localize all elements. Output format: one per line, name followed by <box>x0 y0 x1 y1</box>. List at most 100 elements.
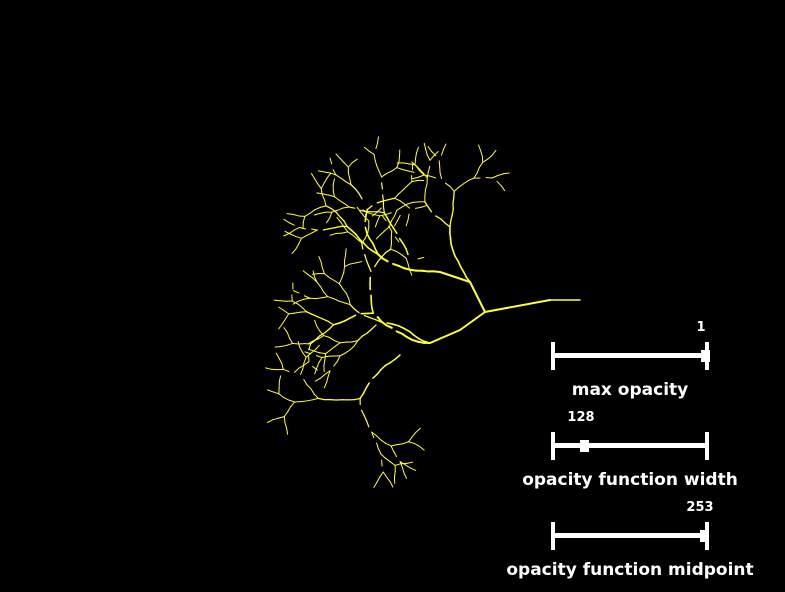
dendrite-segment <box>343 220 348 228</box>
dendrite-segment <box>502 172 510 175</box>
dendrite-segment <box>375 435 382 441</box>
dendrite-segment <box>316 362 320 369</box>
dendrite-segment <box>351 158 358 164</box>
dendrite-segment <box>275 352 280 359</box>
dendrite-segment <box>336 216 342 223</box>
dendrite-segment <box>412 176 419 180</box>
dendrite-segment <box>312 397 319 401</box>
dendrite-segment <box>362 387 367 395</box>
dendrite-segment <box>376 316 383 323</box>
dendrite-segment <box>439 172 443 180</box>
dendrite-segment <box>452 249 456 257</box>
dendrite-segment <box>374 220 378 228</box>
dendrite-segment <box>300 368 304 375</box>
dendrite-segment <box>380 453 386 459</box>
dendrite-segment <box>365 382 370 389</box>
opacity-function-midpoint-label: opacity function midpoint <box>506 560 754 580</box>
dendrite-segment <box>427 146 433 153</box>
slider-handle[interactable] <box>579 440 589 452</box>
dendrite-segment <box>317 170 325 173</box>
dendrite-segment <box>335 211 341 218</box>
dendrite-segment <box>377 256 383 263</box>
dendrite-segment <box>327 320 335 326</box>
dendrite-segment <box>413 334 420 340</box>
dendrite-segment <box>283 416 286 424</box>
dendrite-segment <box>429 329 461 344</box>
dendrite-segment <box>274 345 282 348</box>
slider-track[interactable] <box>551 443 709 448</box>
slider-handle[interactable] <box>701 350 710 362</box>
dendrite-segment <box>328 194 335 198</box>
dendrite-segment <box>366 420 370 428</box>
dendrite-segment <box>297 340 301 348</box>
dendrite-segment <box>375 234 381 240</box>
dendrite-segment <box>344 302 351 306</box>
opacity-function-midpoint-slider[interactable] <box>551 522 709 550</box>
dendrite-segment <box>385 212 392 216</box>
dendrite-segment <box>306 384 312 390</box>
dendrite-segment <box>349 262 357 265</box>
slider-track[interactable] <box>551 353 709 358</box>
dendrite-segment <box>392 227 398 235</box>
dendrite-segment <box>395 330 404 335</box>
dendrite-segment <box>491 149 497 156</box>
dendrite-segment <box>370 300 373 309</box>
dendrite-segment <box>321 194 326 201</box>
dendrite-segment <box>363 216 370 222</box>
dendrite-segment <box>408 441 415 444</box>
dendrite-segment <box>344 263 351 268</box>
opacity-function-width-slider[interactable] <box>551 432 709 460</box>
dendrite-segment <box>303 379 308 386</box>
dendrite-segment <box>332 169 337 176</box>
dendrite-segment <box>286 213 294 215</box>
dendrite-segment <box>367 226 370 234</box>
dendrite-segment <box>385 170 393 175</box>
dendrite-segment <box>295 235 302 239</box>
dendrite-segment <box>363 415 368 422</box>
dendrite-segment <box>424 189 426 197</box>
dendrite-segment <box>397 325 405 330</box>
dendrite-segment <box>295 243 300 250</box>
dendrite-segment <box>375 142 379 150</box>
dendrite-segment <box>440 149 444 156</box>
dendrite-segment <box>305 352 312 358</box>
dendrite-segment <box>379 230 386 236</box>
dendrite-segment <box>384 457 391 463</box>
dendrite-segment <box>328 336 335 342</box>
dendrite-segment <box>281 363 284 370</box>
dendrite-segment <box>340 221 345 228</box>
dendrite-segment <box>323 177 328 184</box>
dendrite-segment <box>318 256 322 263</box>
dendrite-segment <box>292 342 300 345</box>
dendrite-segment <box>342 288 347 294</box>
dendrite-segment <box>376 200 384 204</box>
dendrite-segment <box>323 335 330 338</box>
dendrite-segment <box>288 229 295 234</box>
slider-handle[interactable] <box>699 530 709 542</box>
dendrite-segment <box>444 182 451 188</box>
dendrite-segment <box>314 206 321 211</box>
dendrite-segment <box>402 242 407 250</box>
dendrite-segment <box>354 188 360 195</box>
dendrite-segment <box>325 349 331 355</box>
slider-track[interactable] <box>551 533 709 538</box>
dendrite-segment <box>324 370 331 375</box>
dendrite-segment <box>381 215 387 222</box>
slider-left-cap <box>551 522 555 550</box>
dendrite-segment <box>329 233 337 236</box>
dendrite-segment <box>272 417 279 421</box>
max-opacity-slider[interactable] <box>551 342 710 370</box>
dendrite-segment <box>285 313 290 320</box>
dendrite-segment <box>325 217 331 224</box>
dendrite-segment <box>303 356 307 364</box>
dendrite-segment <box>323 381 328 389</box>
dendrite-segment <box>307 340 314 345</box>
dendrite-segment <box>402 162 410 165</box>
dendrite-segment <box>405 257 409 265</box>
dendrite-segment <box>344 254 347 262</box>
dendrite-segment <box>487 154 493 160</box>
dendrite-segment <box>306 399 314 402</box>
dendrite-segment <box>278 306 285 311</box>
dendrite-segment <box>356 238 363 244</box>
